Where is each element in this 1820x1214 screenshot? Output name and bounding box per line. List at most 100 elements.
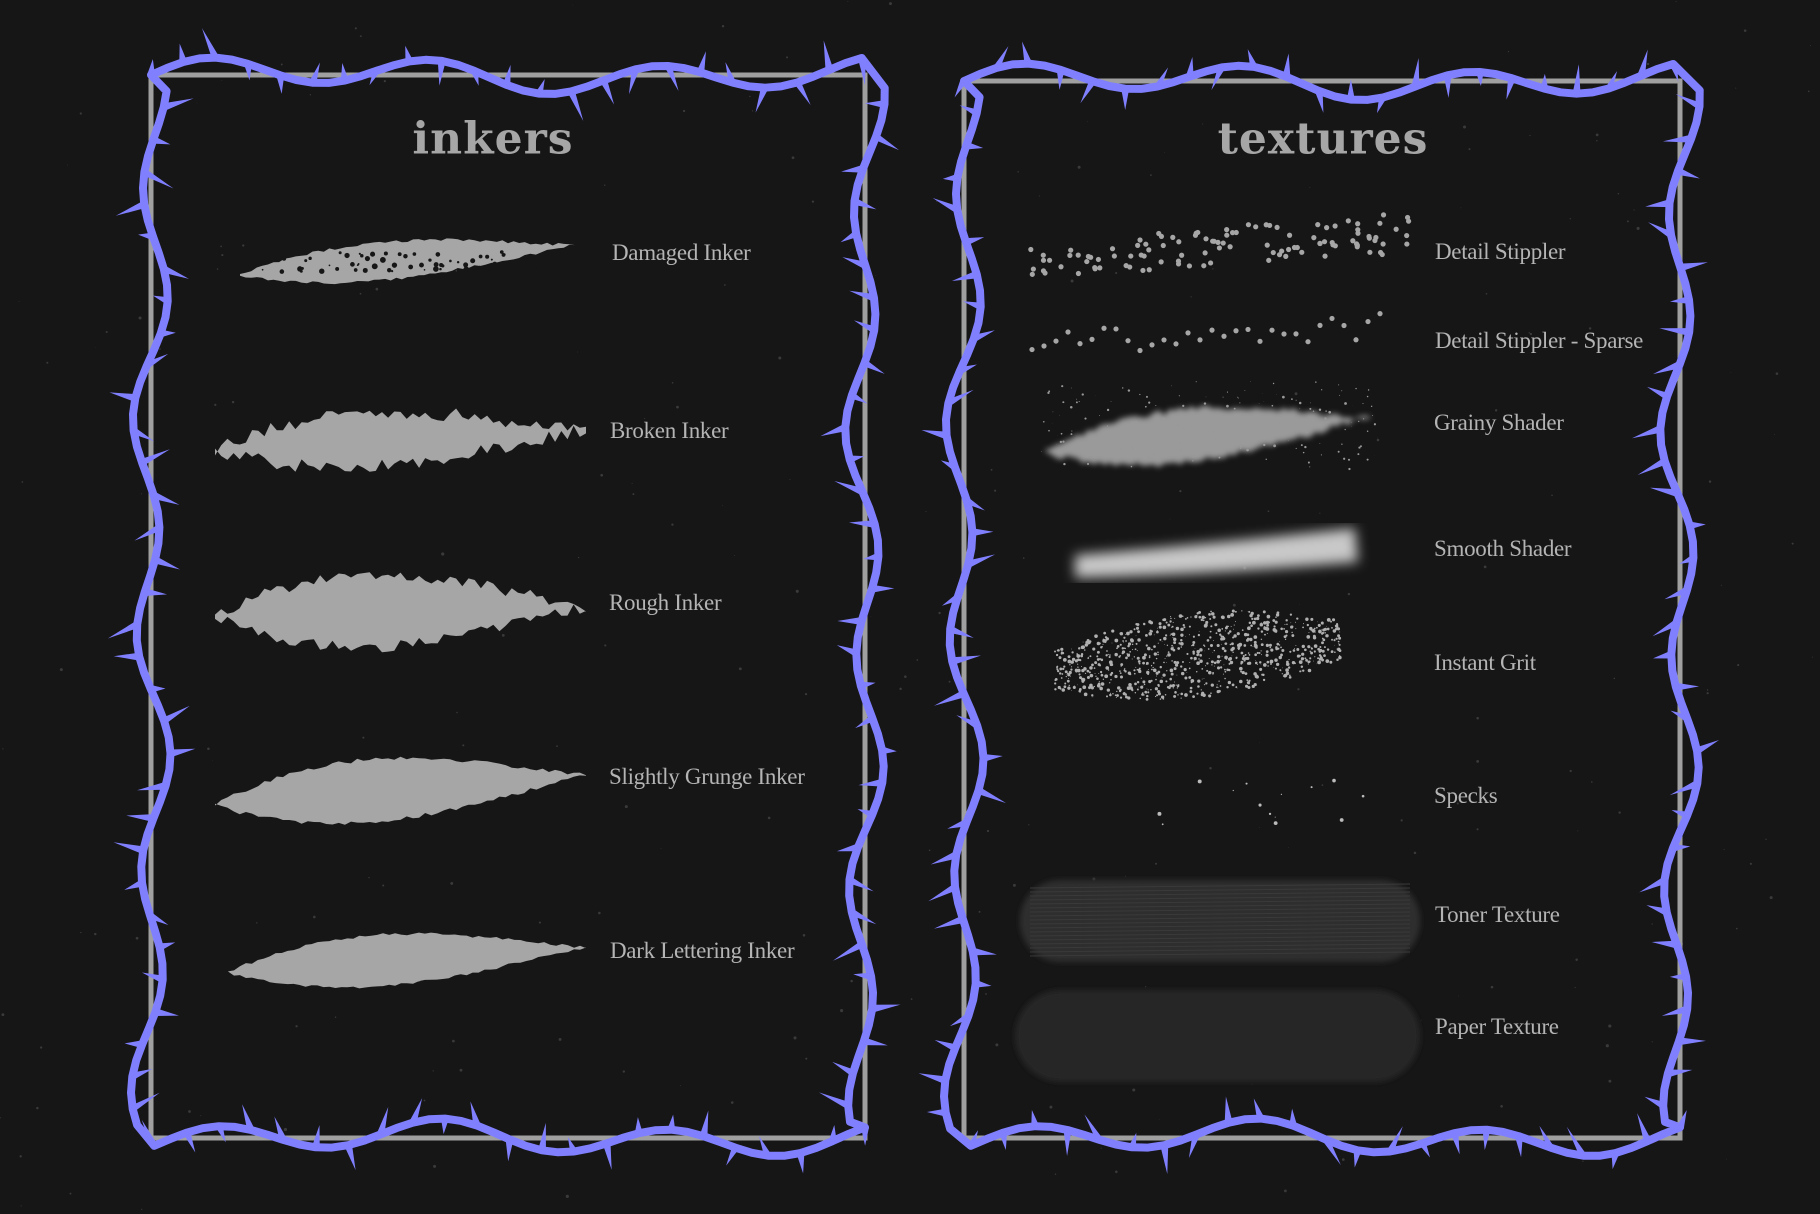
grit-dot [1133,672,1136,675]
grit-dot [1223,664,1225,666]
grit-dot [1306,635,1311,639]
stipple-dot [1149,342,1155,348]
grit-dot [1119,654,1122,657]
thorn-icon [155,1007,179,1016]
grit-dot [1083,649,1086,651]
grit-dot [1302,669,1305,672]
grit-dot [1309,650,1311,653]
background-speck [1528,332,1530,334]
grain [1278,422,1281,425]
grain [1288,440,1289,441]
grit-dot [1218,687,1219,689]
thorn-icon [972,528,994,537]
toner-line [1029,939,1411,945]
grain [1131,446,1134,448]
thorn-icon [962,301,981,311]
thorn-icon [818,1092,849,1110]
grain [1295,447,1297,450]
grit-dot [1260,638,1263,640]
grain [1047,391,1050,394]
background-speck [1633,209,1635,211]
stipple-dot [1197,337,1203,343]
toner-line [1029,915,1411,921]
background-speck [1775,372,1779,375]
grit-dot [1086,675,1090,679]
grit-dot [1141,693,1144,696]
grit-dot [1317,660,1321,665]
stipple-dot [1176,239,1182,245]
brush-stroke-smooth-shader [1075,528,1358,578]
grit-dot [1156,630,1158,632]
stipple-dot [1233,328,1239,334]
thorn-icon [860,681,876,690]
thorn-icon [834,481,863,496]
grit-dot [1309,626,1313,631]
stipple-dot [1224,232,1230,238]
grit-dot [1212,615,1216,619]
background-speck [538,921,541,924]
stipple-dot [1224,227,1230,233]
grit-dot [1335,637,1338,640]
stipple-dot [1179,252,1185,258]
grain [1239,447,1242,449]
grit-dot [1169,668,1174,673]
thorn-icon [1637,1113,1652,1142]
grit-dot [1230,662,1233,664]
grit-dot [1066,679,1070,683]
stroke-damage [364,255,370,262]
speck [1258,803,1262,807]
grain [1310,402,1311,404]
grit-dot [1186,652,1189,656]
grit-dot [1264,633,1266,636]
grain [1075,401,1078,404]
grit-dot [1230,625,1232,628]
grit-dot [1197,685,1200,688]
grit-dot [1170,633,1173,635]
background-speck [1737,664,1740,667]
grit-dot [1210,692,1212,694]
grit-dot [1184,676,1188,680]
grit-dot [1275,613,1280,617]
background-speck [1582,1160,1584,1162]
grit-dot [1273,625,1276,628]
stipple-dot [1158,259,1164,265]
grit-dot [1317,647,1321,651]
grit-dot [1198,615,1202,619]
stipple-dot [1350,238,1356,244]
toner-line [1029,935,1411,941]
grain [1348,467,1351,471]
grit-dot [1061,651,1065,655]
background-speck [1743,29,1747,32]
stroke-damage [344,252,350,259]
background-speck [644,417,646,419]
grit-dot [1250,644,1253,647]
grit-dot [1169,677,1172,681]
grit-dot [1182,624,1185,627]
thorn-icon [949,1011,969,1027]
grit-dot [1243,659,1246,662]
thorn-icon [113,652,140,661]
grit-dot [1266,653,1268,655]
grain [1324,417,1327,420]
grit-dot [1189,690,1193,693]
grit-dot [1212,671,1215,674]
stipple-dot [1267,222,1273,229]
thorn-icon [1671,810,1688,820]
background-speck [1749,862,1752,865]
grit-dot [1291,634,1295,637]
thorn-icon [1636,49,1648,76]
grit-dot [1321,628,1323,630]
thorn-icon [828,1124,837,1142]
grain [1218,456,1221,459]
grit-dot [1120,675,1123,679]
background-speck [1251,1083,1253,1085]
grit-dot [1318,650,1322,653]
thorn-icon [832,940,862,961]
grit-dot [1125,640,1127,642]
grit-dot [1227,632,1230,635]
grit-dot [1219,659,1222,662]
grit-dot [1056,668,1059,671]
background-speck [1595,133,1599,137]
grit-dot [1337,634,1341,638]
background-speck [850,979,853,983]
